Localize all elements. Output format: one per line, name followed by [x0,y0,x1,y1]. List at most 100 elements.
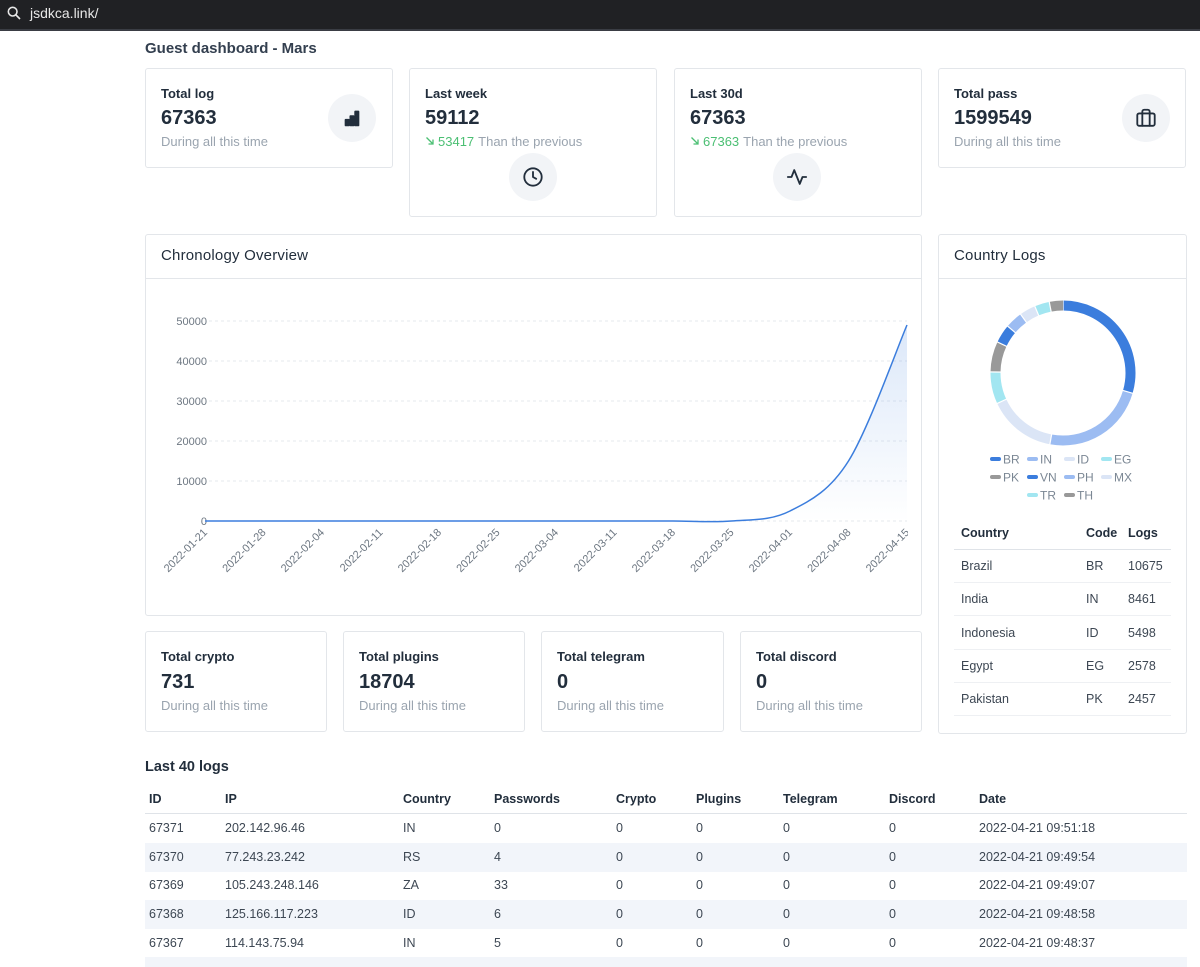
stat-card [145,631,327,732]
table-header: Logs [1128,526,1158,540]
table-cell: India [961,592,989,607]
trend-value: 67363 [703,134,740,149]
icon [523,167,543,187]
table-cell: 67371 [149,821,184,835]
icon [1136,108,1156,127]
table-cell: Pakistan [961,692,1009,707]
table-rule [954,715,1171,716]
stat-card [740,631,922,732]
panel-divider [146,278,921,279]
table-header: Discord [889,792,936,806]
table-cell: 0 [696,878,703,893]
row-stripe [145,900,1187,929]
icon [344,110,360,127]
table-cell: 0 [889,821,896,835]
card-label: Total pass [954,86,1018,101]
card-value: 0 [756,671,768,693]
table-cell: 0 [889,878,896,893]
table-cell: 2022-04-21 09:48:37 [979,935,1096,950]
table-cell: IN [1086,592,1099,607]
panel-title: Chronology Overview [161,247,309,264]
card-note: During all this time [756,698,863,713]
card-note: During all this time [161,134,268,149]
row-stripe [145,843,1187,872]
table-cell: 0 [616,878,623,893]
table-cell: EG [1086,658,1105,673]
chart-panel [938,234,1187,734]
card-value: 18704 [359,671,415,693]
table-cell: 2022-04-21 09:49:07 [979,878,1096,893]
table-cell: 0 [783,849,790,864]
icon [786,169,808,185]
table-cell: 2022-04-21 09:51:18 [979,821,1096,835]
table-cell: 4 [494,849,501,864]
table-cell: 105.243.248.146 [225,878,319,893]
table-header: Passwords [494,792,561,806]
trend-value: 53417 [438,134,475,149]
card-note: During all this time [557,698,664,713]
table-cell: 67370 [149,849,184,864]
table-cell: 77.243.23.242 [225,849,305,864]
table-cell: ZA [403,878,419,893]
table-header: Country [403,792,451,806]
page-title: Guest dashboard - Mars [145,40,317,57]
trend-note: Than the previous [743,134,848,149]
table-cell: 0 [783,878,790,893]
table-cell: 67367 [149,935,184,950]
table-rule [145,813,1187,814]
table-header: Code [1086,526,1118,540]
table-cell: IN [403,821,416,835]
trend-note: Than the previous [478,134,583,149]
table-cell: Indonesia [961,625,1016,640]
table-cell: 10675 [1128,559,1163,573]
table-cell: 67368 [149,907,184,922]
table-cell: 33 [494,878,508,893]
table-rule [954,582,1171,583]
trend: 67363 Than the previous [690,133,847,151]
table-cell: 2022-04-21 09:48:58 [979,907,1096,922]
table-cell: ID [1086,625,1099,640]
card-note: During all this time [954,134,1061,149]
card-label: Last 30d [690,86,743,101]
search-icon [7,6,21,20]
card-label: Total crypto [161,649,235,664]
card-value: 0 [557,671,569,693]
card-note: During all this time [161,698,268,713]
card-label: Last week [425,86,488,101]
table-header: Telegram [783,792,838,806]
card-value: 1599549 [954,107,1032,129]
table-cell: 8461 [1128,592,1156,607]
table-cell: 2578 [1128,658,1156,673]
table-rule [954,549,1171,550]
table-cell: 0 [696,935,703,950]
table-cell: 6 [494,907,501,922]
table-cell: BR [1086,559,1104,573]
table-cell: 0 [783,935,790,950]
table-cell: 67369 [149,878,184,893]
card-value: 67363 [690,107,746,129]
table-cell: 0 [494,821,501,835]
table-cell: IN [403,935,416,950]
table-cell: Brazil [961,559,993,573]
table-cell: 5 [494,935,501,950]
table-header: Country [961,526,1009,540]
card-value: 67363 [161,107,217,129]
card-label: Total plugins [359,649,439,664]
table-cell: 0 [889,935,896,950]
url[interactable]: jsdkca.link/ [30,5,99,21]
row-stripe [145,957,1187,967]
table-rule [954,682,1171,683]
table-header: Plugins [696,792,742,806]
stat-card [343,631,525,732]
card-label: Total log [161,86,215,101]
icon-circle [1122,94,1170,142]
table-header: Crypto [616,792,657,806]
card-label: Total telegram [557,649,645,664]
table-cell: 2457 [1128,692,1156,707]
table-cell: 0 [616,821,623,835]
table-cell: PK [1086,692,1103,707]
section-title: Last 40 logs [145,759,229,775]
table-cell: 0 [616,849,623,864]
table-header: IP [225,792,237,806]
table-cell: 0 [696,849,703,864]
